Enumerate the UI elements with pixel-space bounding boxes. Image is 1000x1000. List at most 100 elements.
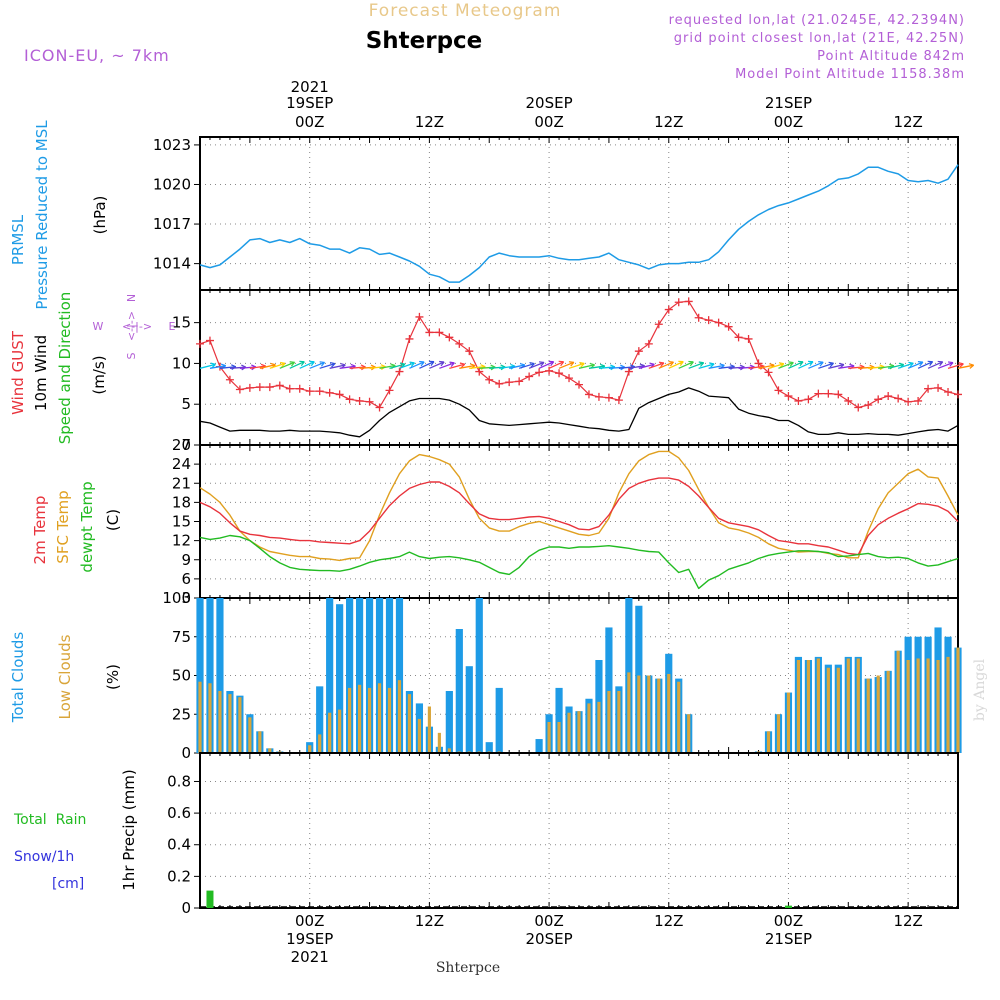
- low-cloud-bar: [607, 691, 611, 753]
- wind-direction-arrow: [309, 361, 325, 369]
- low-cloud-bar: [896, 650, 900, 753]
- low-cloud-bar: [547, 722, 551, 753]
- wind-direction-arrow: [548, 361, 564, 369]
- bottom-time-label: 00Z: [774, 912, 803, 930]
- low-cloud-bar: [926, 658, 930, 753]
- wind-direction-arrowhead: [210, 362, 216, 369]
- clouds-unit: (%): [104, 664, 122, 690]
- pressure-labels: PRMSL Pressure Reduced to MSL (hPa): [9, 120, 109, 310]
- total-cloud-bar: [495, 687, 503, 753]
- wind-direction-arrow: [828, 363, 845, 369]
- wind-direction-arrow: [588, 365, 605, 369]
- wind-direction-arrow: [618, 366, 635, 369]
- bottom-time-label: 21SEP: [765, 930, 812, 948]
- wind-direction-arrow: [748, 365, 765, 369]
- low-cloud-bar: [876, 675, 880, 753]
- wind-direction-arrow: [339, 365, 356, 369]
- wind-gust-marker: [205, 336, 214, 345]
- wind-gust-marker: [435, 328, 444, 337]
- low-cloud-bar: [846, 658, 850, 753]
- wind-direction-arrowhead: [409, 361, 415, 368]
- total-cloud-bar: [206, 598, 214, 753]
- wind-direction-arrow: [888, 363, 904, 369]
- rain-bar: [206, 890, 214, 908]
- wind-direction-arrowhead: [927, 360, 934, 367]
- forecast-title: Forecast Meteogram: [369, 1, 562, 21]
- low-cloud-bar: [946, 656, 950, 753]
- wind-direction-arrow: [528, 361, 545, 369]
- wind-gust-marker: [954, 390, 962, 399]
- wind-gust-marker: [345, 395, 354, 404]
- y-tick-label: 15: [172, 314, 191, 332]
- low-cloud-bar: [936, 660, 940, 753]
- wind-gust-marker: [584, 390, 593, 399]
- wind-direction-arrow: [818, 362, 834, 369]
- bottom-time-label: 12Z: [415, 912, 444, 930]
- wind-direction-arrowhead: [319, 361, 326, 367]
- y-tick-label: 18: [172, 493, 191, 511]
- credit-text: by Angel: [972, 658, 988, 721]
- low-cloud-bar: [328, 712, 332, 753]
- low-cloud-bar: [677, 681, 681, 753]
- wind-gust-marker: [684, 297, 693, 306]
- wind-direction-arrowhead: [558, 360, 565, 367]
- wind-direction-arrow: [678, 361, 694, 369]
- wind-direction-arrow: [469, 365, 486, 369]
- y-tick-label: 24: [172, 455, 191, 473]
- snow-unit-label: [cm]: [52, 876, 84, 892]
- wind-direction-arrowhead: [798, 360, 804, 367]
- wind-gust-marker: [644, 339, 653, 348]
- total-cloud-bar: [475, 598, 483, 753]
- y-tick-label: 27: [172, 436, 191, 454]
- pressure-series-line: [199, 164, 959, 283]
- low-cloud-bar: [577, 711, 581, 753]
- wind-gust-marker: [784, 392, 793, 401]
- wind-direction-arrow: [509, 364, 525, 369]
- y-tick-label: 0: [181, 899, 191, 917]
- low-cloud-bar: [258, 731, 262, 753]
- precip-unit: 1hr Precip (mm): [120, 769, 138, 890]
- low-cloud-bar: [338, 709, 342, 753]
- wind-gust-marker: [305, 387, 314, 396]
- wind-gust-marker: [365, 397, 374, 406]
- model-label: ICON-EU, ~ 7km: [24, 46, 170, 65]
- wind-gust-marker: [265, 383, 274, 392]
- wind-gust-marker: [894, 394, 903, 403]
- wind-direction-arrowhead: [419, 360, 425, 367]
- wind-direction-arrow: [389, 363, 406, 369]
- wind-gust-marker: [824, 389, 833, 398]
- wind-direction-arrow: [758, 364, 775, 369]
- top-time-label: 20SEP: [526, 94, 573, 112]
- low-cloud-bar: [806, 660, 810, 753]
- wind-gust-marker: [724, 322, 733, 331]
- wind-gust-marker: [235, 385, 244, 394]
- wind-direction-arrow: [897, 362, 914, 369]
- wind-direction-arrow: [768, 363, 785, 369]
- wind-direction-arrow: [479, 366, 496, 369]
- wind-gust-marker: [485, 375, 494, 384]
- low-cloud-bar: [437, 732, 441, 753]
- wind-gust-marker: [864, 401, 873, 410]
- wind-direction-arrow: [788, 361, 804, 369]
- wind-direction-arrowhead: [698, 361, 705, 367]
- wind-direction-arrowhead: [309, 360, 315, 367]
- total-cloud-bar: [395, 598, 404, 753]
- total-cloud-bar: [485, 742, 493, 753]
- wind-direction-arrowhead: [568, 361, 575, 367]
- y-tick-label: 25: [172, 705, 191, 723]
- y-tick-label: 1017: [153, 215, 191, 233]
- wind-direction-arrow: [927, 361, 943, 369]
- low-cloud-bar: [238, 697, 242, 753]
- wind-gust-marker: [525, 372, 534, 381]
- low-cloud-bar: [357, 684, 362, 753]
- low-cloud-bar: [407, 694, 412, 753]
- low-cloud-bar: [637, 675, 641, 753]
- wind-direction-arrow: [538, 361, 554, 369]
- wind-gust-marker: [854, 403, 863, 412]
- wind-direction-arrow: [708, 364, 725, 369]
- low-cloud-bar: [417, 718, 422, 753]
- wind-direction-arrowhead: [688, 360, 694, 367]
- wind-gust-marker: [734, 333, 743, 342]
- wind-gust-marker: [455, 339, 464, 348]
